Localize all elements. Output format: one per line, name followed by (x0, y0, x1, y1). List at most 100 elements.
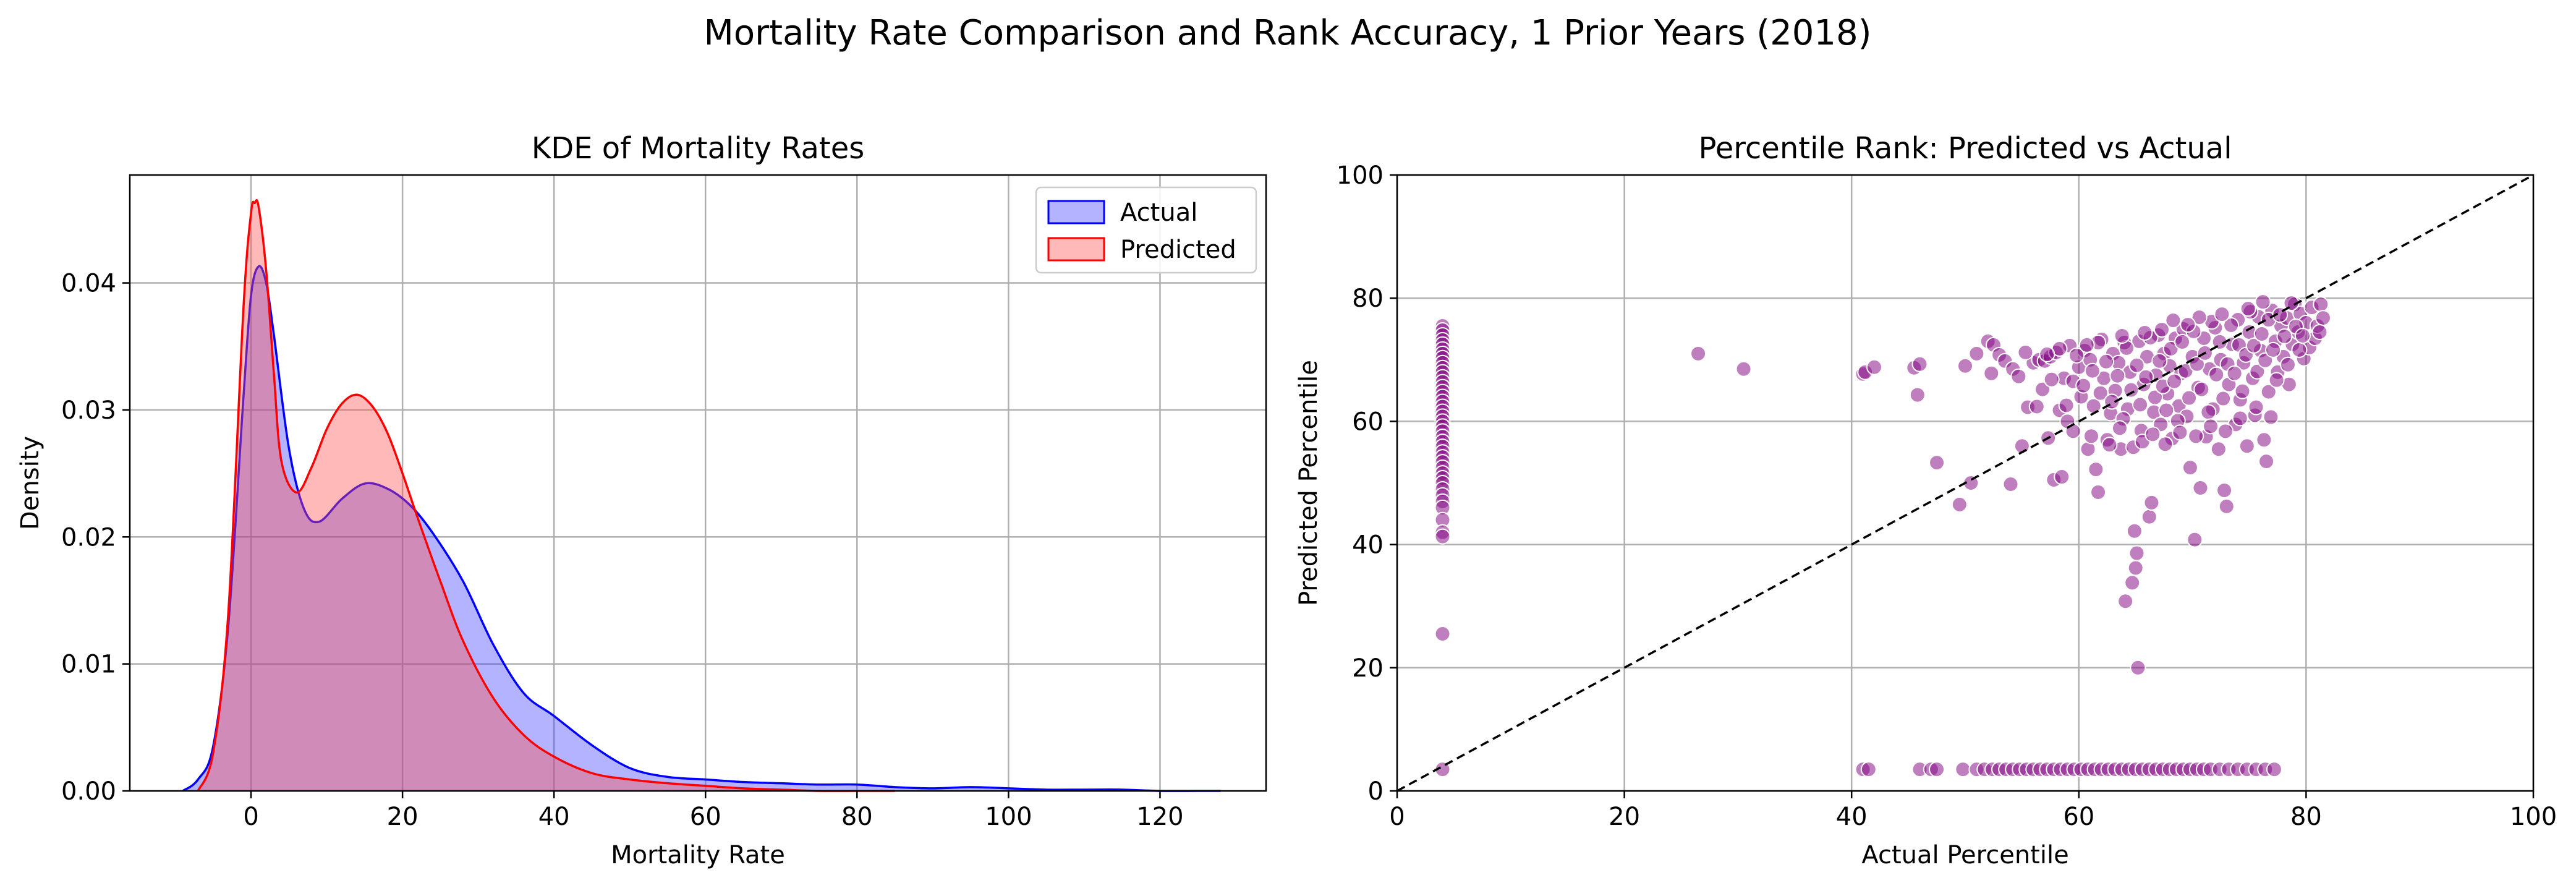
scatter-point (2090, 484, 2107, 500)
scatter-x-tick-label: 20 (1609, 803, 1640, 831)
scatter-point (2028, 398, 2045, 415)
scatter-title: Percentile Rank: Predicted vs Actual (1698, 131, 2232, 166)
scatter-point (2157, 436, 2174, 453)
scatter-point (2279, 356, 2296, 373)
scatter-point (1957, 357, 1973, 374)
scatter-point (2313, 296, 2329, 313)
scatter-point (2002, 476, 2019, 492)
scatter-point (1860, 761, 1877, 778)
scatter-point (2200, 404, 2217, 421)
scatter-point (2084, 362, 2101, 379)
scatter-ylabel: Predicted Percentile (1294, 360, 1323, 606)
scatter-y-tick-label: 40 (1352, 531, 1384, 560)
scatter-point (1690, 345, 1707, 362)
kde-legend-box (1035, 186, 1257, 274)
scatter-point (1955, 761, 1971, 778)
scatter-point (1968, 345, 1985, 362)
scatter-point (2083, 428, 2100, 445)
kde-y-tick-label: 0.03 (61, 396, 116, 425)
scatter-point (2238, 438, 2255, 455)
scatter-point (2145, 426, 2161, 443)
scatter-point (2191, 309, 2208, 326)
scatter-point (2234, 383, 2251, 399)
scatter-point (2193, 381, 2210, 398)
scatter-point (2127, 560, 2144, 576)
scatter-point (2039, 346, 2055, 362)
scatter-point (2034, 381, 2051, 398)
scatter-point (2253, 325, 2270, 342)
scatter-xlabel: Actual Percentile (1861, 841, 2068, 869)
kde-xlabel: Mortality Rate (611, 841, 785, 869)
kde-area-actual (182, 266, 1221, 792)
scatter-point (1929, 455, 1945, 471)
kde-line-actual (182, 265, 1221, 792)
scatter-point (2088, 461, 2104, 478)
scatter-points-layer (1434, 294, 2331, 778)
scatter-x-tick-label: 60 (2063, 803, 2094, 831)
kde-title: KDE of Mortality Rates (532, 131, 865, 166)
kde-x-tick-label: 60 (690, 803, 721, 831)
scatter-point (2226, 365, 2243, 382)
scatter-axes-frame (1396, 174, 2535, 792)
kde-gridlines (130, 175, 1266, 792)
scatter-point (2136, 324, 2153, 341)
scatter-point (2153, 321, 2170, 338)
scatter-point (2172, 424, 2188, 441)
scatter-point (2223, 317, 2240, 334)
scatter-point (2141, 508, 2157, 525)
scatter-point (2266, 761, 2282, 778)
scatter-point (2258, 453, 2275, 470)
scatter-point (2203, 418, 2219, 435)
scatter-point (1929, 761, 1945, 778)
scatter-y-tick-label: 0 (1368, 777, 1384, 806)
kde-legend-swatch-actual (1047, 200, 1105, 224)
scatter-point (2126, 523, 2143, 539)
kde-axes-frame (129, 174, 1267, 792)
scatter-point (2260, 383, 2277, 400)
scatter-x-tick-label: 40 (1836, 803, 1868, 831)
scatter-point (2192, 479, 2209, 496)
scatter-point (2181, 390, 2198, 406)
scatter-y-tick-label: 80 (1352, 284, 1384, 313)
scatter-point (2123, 382, 2140, 398)
scatter-point (1735, 361, 1752, 377)
scatter-point (2208, 366, 2225, 383)
scatter-point (1434, 626, 1451, 643)
kde-y-tick-label: 0.00 (61, 777, 116, 806)
scatter-point (2065, 423, 2081, 440)
scatter-point (2043, 371, 2060, 388)
scatter-point (2075, 377, 2092, 394)
scatter-point (2268, 372, 2285, 388)
scatter-y-tick-label: 60 (1352, 408, 1384, 436)
kde-x-tick-label: 80 (841, 803, 873, 831)
scatter-point (2138, 369, 2154, 385)
scatter-point (2124, 574, 2141, 591)
kde-line-predicted (197, 199, 895, 792)
kde-y-tick-label: 0.02 (61, 523, 116, 552)
scatter-point (2128, 357, 2145, 374)
scatter-point (2210, 441, 2227, 458)
kde-x-tick-label: 20 (387, 803, 419, 831)
scatter-point (2182, 459, 2198, 476)
kde-x-tick-label: 0 (243, 803, 258, 831)
scatter-point (1434, 528, 1451, 545)
scatter-point (2315, 310, 2331, 327)
scatter-x-tick-label: 100 (2510, 803, 2557, 831)
scatter-x-tick-label: 80 (2290, 803, 2322, 831)
identity-reference-line (1396, 174, 2534, 792)
scatter-point (2151, 352, 2168, 369)
kde-y-tick-label: 0.01 (61, 651, 116, 679)
scatter-point (2276, 328, 2293, 344)
scatter-point (2143, 494, 2160, 511)
scatter-y-tick-label: 100 (1337, 161, 1384, 190)
scatter-point (2098, 353, 2114, 370)
kde-legend-label-predicted: Predicted (1120, 236, 1236, 264)
kde-legend: Actual Predicted (1035, 186, 1257, 274)
scatter-point (2255, 294, 2271, 310)
scatter-point (2256, 432, 2272, 448)
kde-legend-swatch-predicted (1047, 237, 1105, 262)
scatter-point (2130, 659, 2146, 676)
scatter-point (2216, 482, 2233, 498)
scatter-point (2054, 469, 2070, 485)
